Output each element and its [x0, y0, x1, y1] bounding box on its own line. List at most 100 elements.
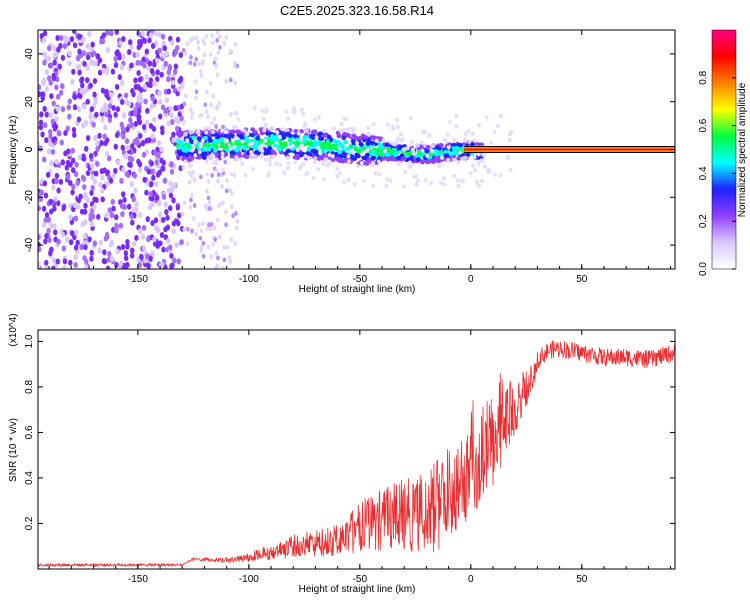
spectrogram-signal-blob [342, 132, 348, 137]
spectrogram-noise-blob [95, 146, 100, 153]
spectrogram-scatter-blob [224, 188, 229, 194]
spectrogram-halo-blob [489, 140, 494, 146]
spectrogram-noise-blob [168, 105, 173, 112]
spectrogram-noise-blob [55, 258, 61, 265]
spectrogram-noise-blob [44, 259, 49, 266]
spectrogram-scatter-blob [216, 255, 220, 261]
spectrogram-signal-blob [213, 144, 219, 149]
spectrogram-halo-blob [459, 178, 464, 184]
spectrogram-signal-blob [177, 131, 183, 136]
spectrogram-scatter-blob [233, 42, 238, 47]
spectrogram-noise-blob [109, 30, 114, 37]
spectrogram-signal-blob [285, 148, 291, 154]
spectrogram-halo-blob [442, 176, 447, 181]
spectrogram-scatter-blob [209, 221, 214, 227]
spectrogram-scatter-blob [201, 221, 205, 226]
spectrogram-noise-blob [48, 133, 53, 140]
spectrogram-scatter-blob [207, 222, 211, 228]
spectrogram-noise-blob [114, 222, 119, 229]
spectrogram-noise-blob [132, 206, 137, 213]
spectrogram-scatter-blob [205, 226, 209, 231]
spectrogram-signal-blob [366, 157, 372, 162]
spectrogram-noise-blob [123, 255, 129, 262]
spectrogram-signal-blob [230, 129, 236, 134]
spectrogram-halo-blob [396, 161, 401, 167]
spectrogram-scatter-blob [193, 78, 198, 84]
spectrogram-scatter-blob [204, 34, 209, 39]
spectrogram-noise-blob [105, 265, 111, 269]
spectrogram-noise-blob [82, 103, 87, 110]
spectrogram-signal-blob [451, 142, 457, 148]
spectrogram-halo-blob [374, 138, 379, 144]
spectrogram-halo-blob [377, 172, 382, 177]
spectrogram-noise-blob [109, 239, 114, 246]
spectrogram-noise-blob [171, 131, 176, 138]
spectrogram-noise-blob [153, 217, 159, 224]
spectrogram-noise-blob [137, 119, 143, 126]
spectrogram-scatter-blob [233, 80, 238, 86]
spectrogram-halo-blob [210, 153, 215, 158]
snr-y-tick-label: 0.6 [24, 425, 35, 439]
spectrogram-y-label: Frequency (Hz) [8, 116, 19, 185]
spectrogram-halo-blob [199, 141, 204, 147]
spectrogram-noise-blob [101, 258, 107, 265]
spectrogram-halo-blob [245, 131, 250, 137]
spectrogram-noise-blob [176, 86, 182, 93]
spectrogram-noise-blob [49, 222, 54, 229]
spectrogram-noise-blob [162, 45, 167, 52]
spectrogram-noise-blob [153, 80, 158, 87]
spectrogram-noise-blob [41, 205, 47, 212]
spectrogram-signal-blob [242, 146, 248, 151]
spectrogram-halo-blob [448, 119, 453, 125]
spectrogram-noise-blob [151, 125, 157, 132]
spectrogram-noise-blob [105, 30, 110, 36]
spectrogram-halo-blob [274, 161, 279, 167]
spectrogram-noise-blob [50, 148, 56, 155]
spectrogram-signal-blob [336, 133, 342, 139]
spectrogram-halo-blob [411, 174, 416, 180]
spectrogram-halo-blob [311, 176, 316, 181]
spectrogram-signal-blob [304, 128, 310, 134]
spectrogram-halo-blob [251, 166, 256, 172]
spectrogram-halo-blob [408, 115, 413, 121]
spectrogram-noise-blob [38, 246, 42, 253]
spectrogram-noise-blob [146, 168, 152, 175]
spectrogram-scatter-blob [198, 68, 203, 74]
spectrogram-halo-blob [305, 171, 310, 176]
spectrogram-scatter-blob [233, 63, 237, 69]
spectrogram-signal-blob [308, 140, 314, 146]
spectrogram-noise-blob [122, 196, 127, 203]
spectrogram-noise-blob [144, 137, 149, 144]
spectrogram-noise-blob [175, 118, 181, 125]
spectrogram-noise-blob [155, 227, 161, 234]
spectrogram-noise-blob [165, 214, 170, 221]
spectrogram-noise-blob [64, 164, 70, 171]
spectrogram-scatter-blob [224, 78, 229, 84]
spectrogram-noise-blob [82, 233, 88, 240]
spectrogram-signal-blob [310, 129, 316, 135]
spectrogram-halo-blob [293, 160, 298, 165]
spectrogram-noise-blob [81, 50, 87, 57]
spectrogram-noise-blob [72, 201, 77, 208]
spectrogram-noise-blob [92, 204, 97, 211]
spectrogram-scatter-blob [188, 205, 193, 210]
spectrogram-noise-blob [76, 54, 81, 61]
spectrogram-noise-blob [140, 30, 145, 37]
spectrogram-halo-blob [470, 131, 475, 136]
spectrogram-halo-blob [411, 151, 416, 156]
spectrogram-scatter-blob [203, 102, 208, 108]
spectrogram-halo-blob [481, 152, 486, 158]
figure-title: C2E5.2025.323.16.58.R14 [280, 3, 434, 18]
spectrogram-noise-blob [168, 205, 173, 212]
spectrogram-noise-blob [44, 265, 49, 269]
spectrogram-noise-blob [100, 106, 105, 113]
spectrogram-noise-blob [72, 42, 78, 49]
spectrogram-noise-blob [51, 265, 56, 269]
spectrogram-noise-blob [75, 64, 80, 71]
spectrogram-halo-blob [345, 127, 350, 132]
spectrogram-noise-blob [156, 151, 161, 158]
spectrogram-halo-blob [271, 154, 276, 159]
spectrogram-noise-blob [166, 88, 172, 95]
spectrogram-noise-blob [131, 91, 136, 98]
spectrogram-signal-blob [371, 135, 377, 140]
